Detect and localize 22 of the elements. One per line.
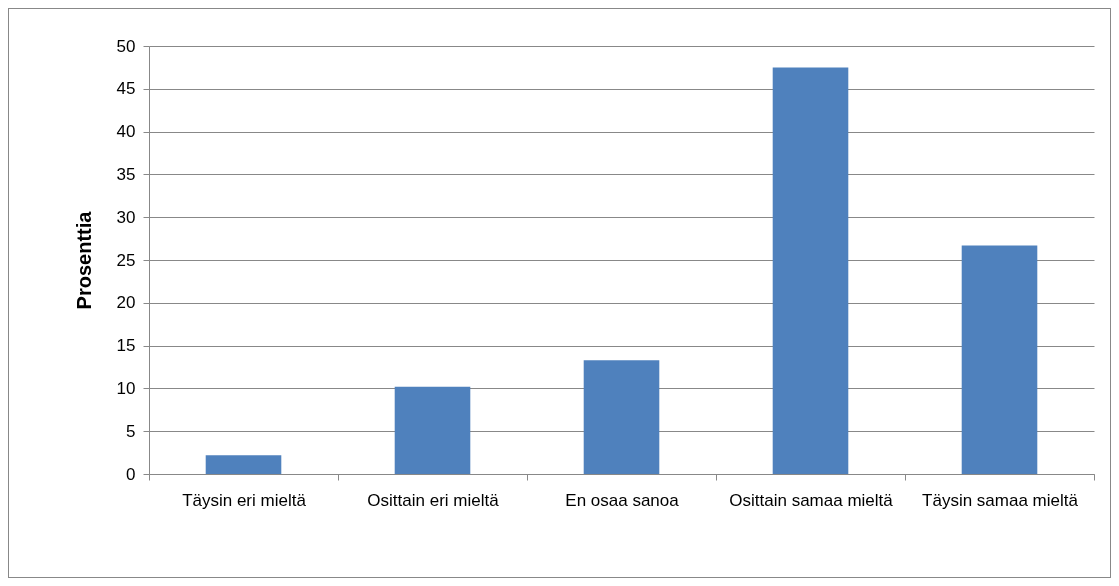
y-tick-label: 25 — [116, 250, 136, 270]
y-tick-label: 5 — [126, 421, 136, 441]
y-axis-title: Prosenttia — [72, 210, 95, 310]
y-tick-label: 45 — [116, 79, 136, 99]
y-tick-label: 0 — [126, 464, 136, 484]
y-tick-label: 35 — [116, 164, 136, 184]
bar — [394, 386, 471, 474]
y-tick-label: 20 — [116, 293, 136, 313]
x-tick-label: Täysin eri mieltä — [182, 490, 307, 510]
bar — [772, 67, 849, 474]
x-tick-label: Täysin samaa mieltä — [922, 490, 1079, 510]
bar — [961, 245, 1038, 474]
bar — [583, 360, 660, 474]
y-tick-label: 30 — [116, 207, 136, 227]
x-tick-label: Osittain eri mieltä — [367, 490, 500, 510]
x-tick-label: En osaa sanoa — [565, 490, 680, 510]
x-tick-label: Osittain samaa mieltä — [729, 490, 894, 510]
y-tick-label: 40 — [116, 122, 136, 142]
y-tick-label: 50 — [116, 36, 136, 56]
bar — [205, 455, 282, 474]
y-tick-label: 10 — [116, 378, 136, 398]
y-tick-label: 15 — [116, 336, 136, 356]
